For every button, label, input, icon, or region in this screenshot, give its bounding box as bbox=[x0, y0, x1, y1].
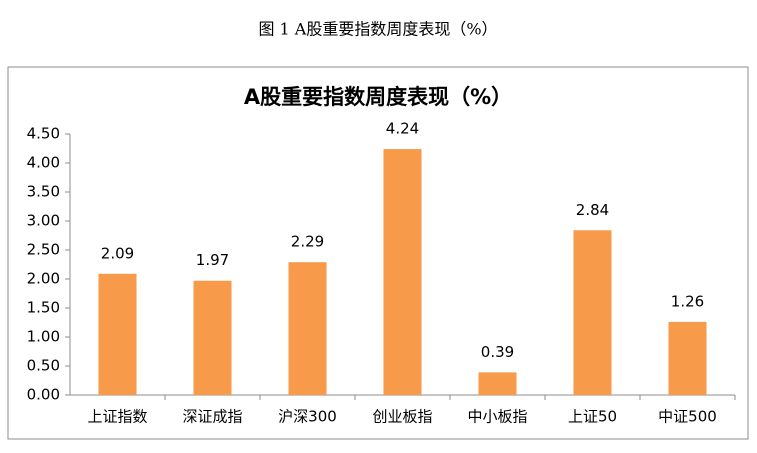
x-tick-label: 创业板指 bbox=[372, 408, 432, 426]
y-tick-label: 0.00 bbox=[27, 386, 60, 404]
chart-title: A股重要指数周度表现（%） bbox=[244, 85, 512, 109]
bar bbox=[383, 149, 422, 395]
y-tick-label: 0.50 bbox=[27, 357, 60, 375]
y-tick-label: 2.00 bbox=[27, 270, 60, 288]
bar bbox=[478, 372, 517, 395]
value-label: 4.24 bbox=[386, 120, 419, 138]
y-tick-label: 4.50 bbox=[27, 125, 60, 143]
x-tick-label: 中小板指 bbox=[467, 408, 527, 426]
value-label: 0.39 bbox=[481, 343, 514, 361]
chart-border bbox=[7, 66, 749, 440]
x-tick-label: 深证成指 bbox=[182, 408, 242, 426]
bar bbox=[668, 321, 707, 395]
y-tick-label: 3.50 bbox=[27, 183, 60, 201]
y-tick-label: 1.50 bbox=[27, 299, 60, 317]
value-label: 1.26 bbox=[671, 292, 704, 310]
caption: 图 1 A股重要指数周度表现（%） bbox=[258, 20, 497, 39]
value-label: 1.97 bbox=[196, 251, 229, 269]
bar bbox=[98, 273, 137, 395]
value-label: 2.84 bbox=[576, 201, 609, 219]
y-tick-label: 2.50 bbox=[27, 241, 60, 259]
x-tick-label: 上证指数 bbox=[87, 408, 147, 426]
x-tick-label: 中证500 bbox=[658, 408, 717, 426]
x-tick-label: 上证50 bbox=[568, 408, 617, 426]
value-label: 2.09 bbox=[101, 244, 134, 262]
y-tick-label: 1.00 bbox=[27, 328, 60, 346]
y-tick-label: 4.00 bbox=[27, 154, 60, 172]
bar bbox=[573, 230, 612, 395]
bar bbox=[288, 262, 327, 395]
value-label: 2.29 bbox=[291, 233, 324, 251]
x-tick-label: 沪深300 bbox=[278, 408, 337, 426]
bar bbox=[193, 280, 232, 395]
y-tick-label: 3.00 bbox=[27, 212, 60, 230]
